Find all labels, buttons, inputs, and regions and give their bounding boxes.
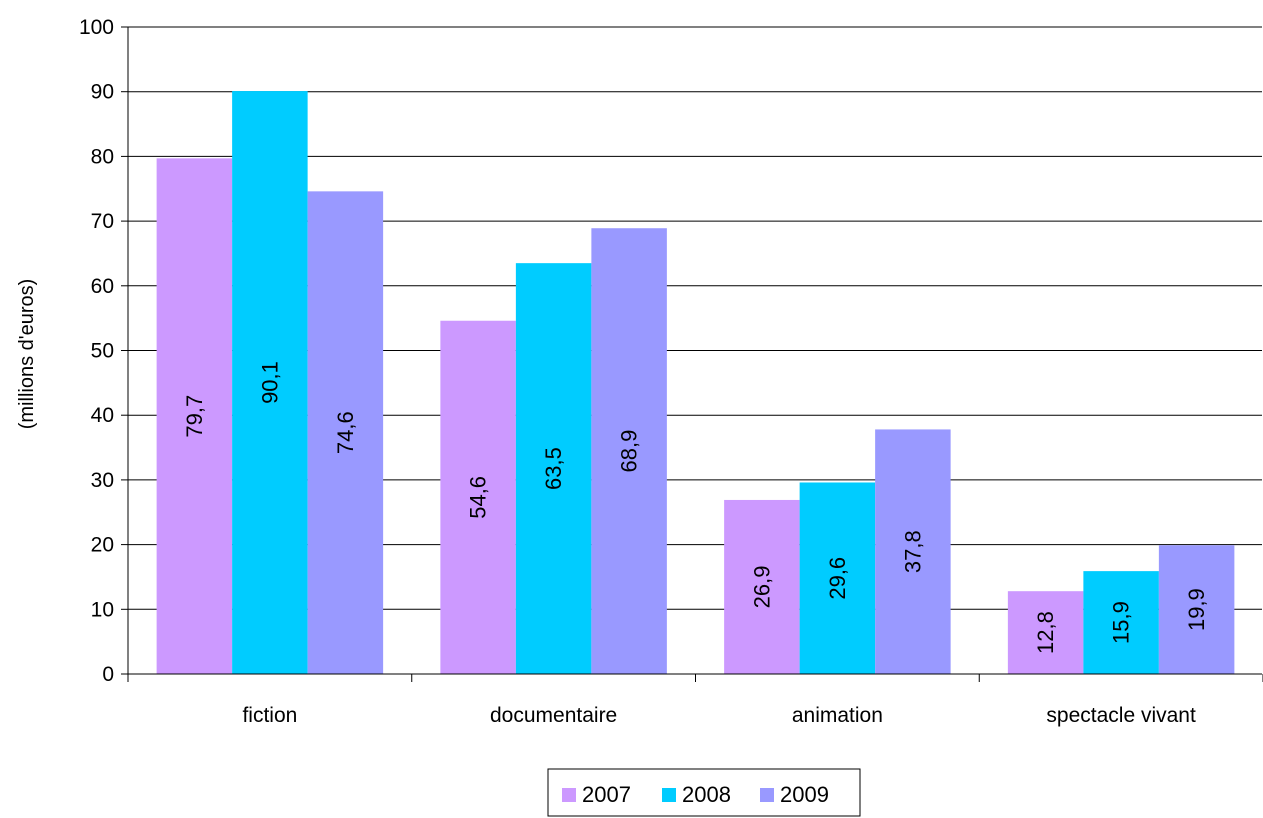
x-tick-label-3: spectacle vivant	[1046, 704, 1196, 727]
bar-2007-1	[440, 320, 516, 674]
data-labels: 79,7 90,1 74,6 54,6 63,5 68,9 26,9 29,6 37,8 12,8…	[182, 361, 1209, 654]
y-ticks: 0 10 20 30 40 50 60 70 80 90 100	[79, 16, 128, 686]
y-tick-label-70: 70	[91, 210, 114, 233]
bar-2009-2	[875, 429, 951, 674]
legend-label-2008: 2008	[682, 782, 731, 807]
legend-label-2007: 2007	[582, 782, 631, 807]
y-tick-label-20: 20	[91, 534, 114, 557]
bar-2007-0	[156, 158, 233, 674]
data-label-2008-2: 29,6	[825, 557, 850, 600]
legend-swatch-2007	[562, 788, 576, 802]
legend-box	[547, 768, 861, 817]
data-label-2007-2: 26,9	[749, 566, 774, 609]
data-label-2007-3: 12,8	[1033, 611, 1058, 654]
bars	[156, 91, 1235, 675]
data-label-2008-1: 63,5	[541, 447, 566, 490]
bar-2007-3	[1007, 591, 1084, 674]
data-label-2009-2: 37,8	[900, 530, 925, 573]
data-label-2009-1: 68,9	[617, 430, 642, 473]
y-axis-title: (millions d'euros)	[16, 279, 38, 430]
y-tick-label-0: 0	[102, 663, 114, 686]
bar-2009-1	[591, 228, 667, 675]
legend-swatch-2009	[760, 788, 774, 802]
y-tick-label-40: 40	[91, 404, 114, 427]
bar-2008-1	[515, 263, 592, 674]
bar-2007-2	[724, 499, 800, 674]
y-tick-label-10: 10	[91, 598, 114, 621]
legend: 2007 2008 2009	[547, 768, 861, 817]
x-tick-label-1: documentaire	[490, 704, 617, 727]
y-tick-label-50: 50	[91, 340, 114, 363]
y-tick-label-90: 90	[91, 81, 114, 104]
y-tick-label-100: 100	[79, 16, 114, 39]
bar-2008-2	[799, 482, 876, 674]
x-tick-label-0: fiction	[242, 704, 297, 727]
legend-label-2009: 2009	[780, 782, 829, 807]
y-tick-label-60: 60	[91, 275, 114, 298]
bar-2008-0	[232, 91, 308, 675]
data-label-2007-0: 79,7	[182, 395, 207, 438]
data-label-2009-3: 19,9	[1184, 588, 1209, 631]
bar-2008-3	[1083, 571, 1159, 674]
legend-swatch-2008	[662, 788, 676, 802]
data-label-2007-1: 54,6	[466, 476, 491, 519]
data-label-2008-3: 15,9	[1109, 601, 1134, 644]
y-tick-label-30: 30	[91, 469, 114, 492]
data-label-2009-0: 74,6	[333, 411, 358, 454]
x-ticks: fiction documentaire animation spectacle vi…	[127, 674, 1263, 727]
bar-2009-0	[307, 191, 384, 674]
x-tick-label-2: animation	[792, 704, 883, 727]
y-tick-label-80: 80	[91, 145, 114, 168]
data-label-2008-0: 90,1	[257, 361, 282, 404]
bar-2009-3	[1158, 545, 1235, 674]
